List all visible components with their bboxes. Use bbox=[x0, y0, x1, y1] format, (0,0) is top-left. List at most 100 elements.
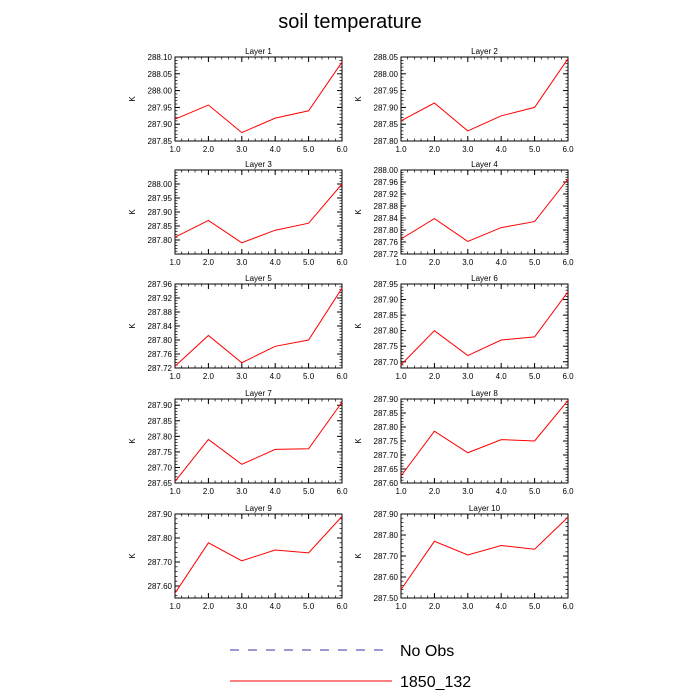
x-tick-label: 4.0 bbox=[496, 487, 508, 496]
y-tick-label: 288.05 bbox=[148, 70, 173, 79]
y-tick-label: 287.60 bbox=[374, 573, 399, 582]
x-tick-label: 2.0 bbox=[429, 372, 441, 381]
panel-layer-5: Layer 5 K 287.72 287.76 287.80 287.84 287.88 28… bbox=[128, 274, 348, 381]
y-tick-label: 287.92 bbox=[374, 190, 399, 199]
series-line-1850_132 bbox=[174, 183, 343, 244]
figure-title: soil temperature bbox=[278, 11, 421, 33]
panel-title: Layer 10 bbox=[469, 504, 501, 513]
series-line-1850_132 bbox=[400, 58, 569, 132]
y-tick-label: 287.76 bbox=[148, 350, 173, 359]
x-tick-label: 5.0 bbox=[303, 372, 315, 381]
y-tick-label: 287.80 bbox=[148, 432, 173, 441]
x-tick-label: 1.0 bbox=[395, 145, 407, 154]
y-tick-label: 287.72 bbox=[374, 250, 399, 259]
x-tick-label: 4.0 bbox=[270, 258, 282, 267]
y-tick-label: 287.75 bbox=[374, 437, 399, 446]
panel-title: Layer 3 bbox=[245, 160, 272, 169]
y-tick-label: 287.80 bbox=[374, 226, 399, 235]
y-tick-label: 287.95 bbox=[374, 87, 399, 96]
panel-title: Layer 9 bbox=[245, 504, 272, 513]
x-tick-label: 4.0 bbox=[270, 372, 282, 381]
panel-layer-8: Layer 8 K 287.60 287.65 287.70 287.75 287.80 28… bbox=[354, 389, 574, 496]
x-tick-label: 2.0 bbox=[203, 487, 215, 496]
y-tick-label: 287.90 bbox=[374, 395, 399, 404]
series-line-1850_132 bbox=[400, 178, 569, 242]
plot-frame bbox=[400, 398, 569, 484]
y-tick-label: 287.70 bbox=[374, 358, 399, 367]
panel-title: Layer 8 bbox=[471, 389, 498, 398]
panels-container: Layer 1 K 287.85 287.90 287.95 288.00 288.05 28… bbox=[128, 47, 574, 611]
y-axis-label: K bbox=[354, 323, 363, 329]
series-line-1850_132 bbox=[174, 287, 343, 367]
x-tick-label: 2.0 bbox=[429, 602, 441, 611]
y-tick-label: 287.70 bbox=[374, 451, 399, 460]
y-tick-label: 288.00 bbox=[148, 180, 173, 189]
x-tick-label: 4.0 bbox=[496, 145, 508, 154]
x-tick-label: 1.0 bbox=[169, 145, 181, 154]
series-line-1850_132 bbox=[400, 291, 569, 366]
panel-layer-10: Layer 10 K 287.50 287.60 287.70 287.80 287.90 1… bbox=[354, 504, 574, 611]
x-tick-label: 3.0 bbox=[462, 602, 474, 611]
x-tick-label: 4.0 bbox=[496, 602, 508, 611]
legend: No Obs 1850_132 bbox=[230, 643, 471, 691]
panel-title: Layer 4 bbox=[471, 160, 498, 169]
x-tick-label: 2.0 bbox=[429, 258, 441, 267]
y-tick-label: 287.76 bbox=[374, 238, 399, 247]
y-tick-label: 287.60 bbox=[374, 479, 399, 488]
y-tick-label: 288.05 bbox=[374, 53, 399, 62]
y-tick-label: 287.96 bbox=[148, 280, 173, 289]
y-tick-label: 287.85 bbox=[374, 120, 399, 129]
y-tick-label: 287.80 bbox=[148, 534, 173, 543]
plot-frame bbox=[174, 398, 343, 484]
x-tick-label: 2.0 bbox=[203, 602, 215, 611]
y-axis-label: K bbox=[354, 553, 363, 559]
panel-title: Layer 1 bbox=[245, 47, 272, 56]
y-tick-label: 287.60 bbox=[148, 582, 173, 591]
x-tick-label: 1.0 bbox=[395, 487, 407, 496]
y-tick-label: 288.00 bbox=[374, 166, 399, 175]
y-tick-label: 287.84 bbox=[148, 322, 173, 331]
y-tick-label: 287.90 bbox=[374, 103, 399, 112]
x-tick-label: 5.0 bbox=[529, 258, 541, 267]
series-line-1850_132 bbox=[400, 400, 569, 477]
x-tick-label: 1.0 bbox=[169, 258, 181, 267]
y-axis-label: K bbox=[128, 209, 137, 215]
x-tick-label: 4.0 bbox=[496, 372, 508, 381]
y-tick-label: 287.70 bbox=[148, 558, 173, 567]
legend-series-label: 1850_132 bbox=[400, 674, 471, 691]
x-tick-label: 1.0 bbox=[395, 258, 407, 267]
plot-frame bbox=[174, 513, 343, 599]
x-tick-label: 5.0 bbox=[529, 372, 541, 381]
x-tick-label: 2.0 bbox=[203, 145, 215, 154]
panel-title: Layer 5 bbox=[245, 274, 272, 283]
x-tick-label: 3.0 bbox=[462, 487, 474, 496]
x-tick-label: 1.0 bbox=[169, 487, 181, 496]
panel-layer-9: Layer 9 K 287.60 287.70 287.80 287.90 1.0 2.0 3.… bbox=[128, 504, 348, 611]
y-tick-label: 287.80 bbox=[148, 236, 173, 245]
y-tick-label: 287.85 bbox=[148, 222, 173, 231]
y-tick-label: 287.65 bbox=[374, 465, 399, 474]
x-tick-label: 5.0 bbox=[303, 602, 315, 611]
series-line-1850_132 bbox=[174, 61, 343, 134]
series-line-1850_132 bbox=[174, 516, 343, 594]
panel-title: Layer 7 bbox=[245, 389, 272, 398]
x-tick-label: 6.0 bbox=[336, 372, 348, 381]
plot-frame bbox=[174, 169, 343, 255]
x-tick-label: 3.0 bbox=[462, 372, 474, 381]
y-tick-label: 287.90 bbox=[148, 120, 173, 129]
y-tick-label: 287.95 bbox=[374, 280, 399, 289]
panel-layer-3: Layer 3 K 287.80 287.85 287.90 287.95 288.00 1.… bbox=[128, 160, 348, 267]
y-tick-label: 287.85 bbox=[374, 409, 399, 418]
y-tick-label: 287.80 bbox=[374, 423, 399, 432]
y-axis-label: K bbox=[354, 96, 363, 102]
y-tick-label: 287.90 bbox=[374, 510, 399, 519]
y-axis-label: K bbox=[128, 553, 137, 559]
x-tick-label: 5.0 bbox=[529, 487, 541, 496]
y-axis-label: K bbox=[354, 438, 363, 444]
x-tick-label: 5.0 bbox=[303, 258, 315, 267]
panel-title: Layer 6 bbox=[471, 274, 498, 283]
x-tick-label: 5.0 bbox=[303, 145, 315, 154]
y-tick-label: 287.92 bbox=[148, 294, 173, 303]
plot-frame bbox=[400, 56, 569, 142]
y-tick-label: 287.90 bbox=[148, 401, 173, 410]
